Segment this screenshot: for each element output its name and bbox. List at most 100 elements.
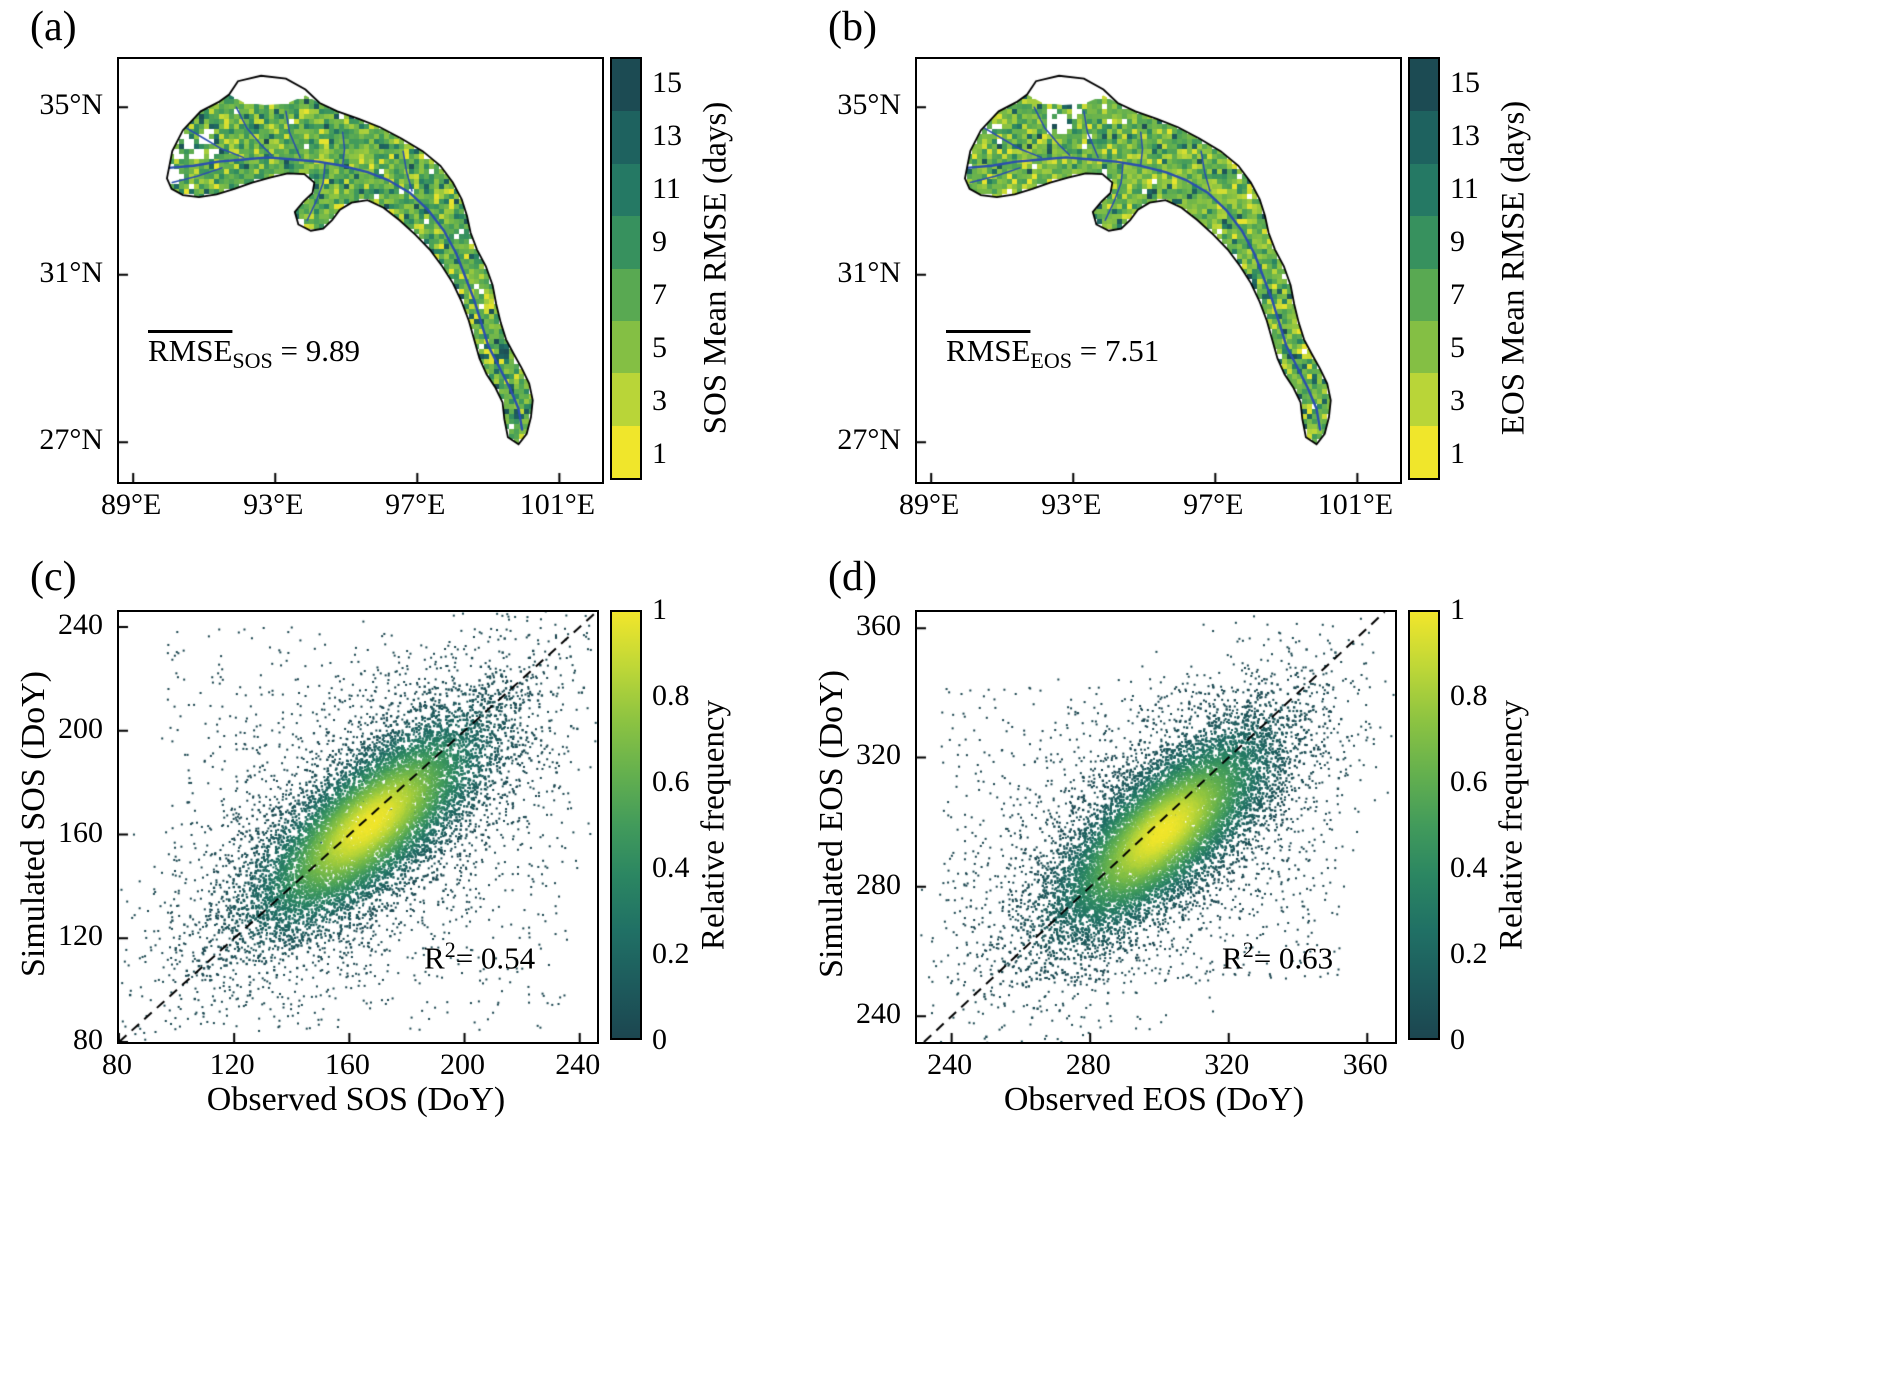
panel-d-x-tick-label: 360 xyxy=(1342,1048,1388,1081)
panel-c-x-tick-label: 240 xyxy=(555,1048,601,1081)
colorbar-band xyxy=(1410,59,1438,112)
panel-a-y-tick-label: 27°N xyxy=(39,423,103,457)
panel-a-colorbar xyxy=(610,57,642,480)
panel-b-colorbar-tick-label: 15 xyxy=(1450,66,1480,100)
panel-c-x-tick-label: 120 xyxy=(209,1048,255,1081)
panel-d-colorbar-tick-label: 0.2 xyxy=(1450,937,1488,970)
panel-c-x-axis-label: Observed SOS (DoY) xyxy=(206,1081,506,1118)
rmse-value: = 9.89 xyxy=(272,333,361,368)
panel-a-colorbar-title: SOS Mean RMSE (days) xyxy=(697,101,734,435)
panel-c-y-tick-label: 120 xyxy=(58,919,103,953)
colorbar-band xyxy=(1410,320,1438,374)
panel-d-colorbar-title: Relative frequency xyxy=(1493,699,1530,951)
panel-d-colorbar xyxy=(1408,610,1440,1040)
colorbar-band xyxy=(612,425,640,478)
panel-b-map-axes xyxy=(915,57,1402,484)
colorbar-band xyxy=(1410,373,1438,426)
panel-d-x-tick-label: 320 xyxy=(1204,1048,1250,1081)
panel-c-colorbar-tick-label: 0.4 xyxy=(652,851,690,884)
panel-a-mean-rmse-annotation: RMSESOS = 9.89 xyxy=(148,333,361,374)
colorbar-band xyxy=(612,216,640,269)
panel-d-colorbar-tick-label: 0.4 xyxy=(1450,851,1488,884)
panel-c-r2-annotation: R2= 0.54 xyxy=(424,937,536,976)
panel-b-colorbar-tick-label: 13 xyxy=(1450,119,1480,153)
colorbar-band xyxy=(612,268,640,321)
panel-b-colorbar-title: EOS Mean RMSE (days) xyxy=(1495,100,1532,436)
r2-value: = 0.54 xyxy=(455,940,536,976)
panel-a-y-tick-label: 35°N xyxy=(39,88,103,122)
panel-d-y-tick-label: 280 xyxy=(856,867,901,901)
panel-b-colorbar-tick-label: 1 xyxy=(1450,436,1465,470)
panel-b-x-tick-label: 97°E xyxy=(1183,488,1244,521)
panel-c-colorbar-tick-label: 0.6 xyxy=(652,765,690,798)
panel-c-colorbar-tick-label: 0 xyxy=(652,1023,667,1056)
panel-a-colorbar-tick-label: 7 xyxy=(652,277,667,311)
colorbar-band xyxy=(612,373,640,426)
colorbar-band xyxy=(1410,268,1438,321)
colorbar-band xyxy=(1410,425,1438,478)
panel-c-colorbar-tick-label: 0.8 xyxy=(652,679,690,712)
panel-a-y-tick-label: 31°N xyxy=(39,255,103,289)
panel-b-colorbar-tick-label: 5 xyxy=(1450,330,1465,364)
panel-a-map-axes xyxy=(117,57,604,484)
panel-a-colorbar-tick-label: 9 xyxy=(652,225,667,259)
colorbar-band xyxy=(1410,111,1438,164)
colorbar-band xyxy=(1410,216,1438,269)
r2-value: = 0.63 xyxy=(1253,940,1334,976)
panel-d-scatter-axes xyxy=(915,610,1397,1044)
panel-c-colorbar-tick-label: 1 xyxy=(652,593,667,626)
panel-c-colorbar-tick-label: 0.2 xyxy=(652,937,690,970)
panel-b-x-tick-label: 89°E xyxy=(899,488,960,521)
colorbar-band xyxy=(612,111,640,164)
panel-d-x-tick-label: 280 xyxy=(1065,1048,1111,1081)
panel-d-r2-annotation: R2= 0.63 xyxy=(1222,937,1334,976)
panel-b-mean-rmse-annotation: RMSEEOS = 7.51 xyxy=(946,333,1160,374)
panel-c-y-tick-label: 160 xyxy=(58,815,103,849)
panel-a-x-tick-label: 89°E xyxy=(101,488,162,521)
panel-a-map-canvas xyxy=(119,59,602,482)
panel-a-colorbar-tick-label: 5 xyxy=(652,330,667,364)
panel-c-y-tick-label: 240 xyxy=(58,608,103,642)
panel-b-x-tick-label: 93°E xyxy=(1041,488,1102,521)
panel-b-x-tick-label: 101°E xyxy=(1317,488,1394,521)
panel-b-colorbar xyxy=(1408,57,1440,480)
panel-d-y-tick-label: 320 xyxy=(856,738,901,772)
panel-c-x-tick-label: 200 xyxy=(440,1048,486,1081)
r2-exponent: 2 xyxy=(1242,937,1254,962)
panel-c-scatter-axes xyxy=(117,610,599,1044)
r2-base: R xyxy=(424,940,445,976)
panel-c-colorbar-title: Relative frequency xyxy=(695,699,732,951)
panel-b-label: (b) xyxy=(828,4,877,50)
panel-b-colorbar-tick-label: 3 xyxy=(1450,383,1465,417)
rmse-subscript: SOS xyxy=(232,348,273,374)
panel-d-label: (d) xyxy=(828,554,877,600)
panel-a-x-tick-label: 101°E xyxy=(519,488,596,521)
panel-d-colorbar-tick-label: 1 xyxy=(1450,593,1465,626)
rmse-overline-text: RMSE xyxy=(148,333,233,368)
rmse-overline-text: RMSE xyxy=(946,333,1031,368)
panel-a-colorbar-tick-label: 1 xyxy=(652,436,667,470)
panel-d-x-tick-label: 240 xyxy=(927,1048,973,1081)
panel-a-colorbar-tick-label: 3 xyxy=(652,383,667,417)
panel-a-label: (a) xyxy=(30,4,77,50)
panel-c-scatter-canvas xyxy=(119,612,597,1042)
panel-d-y-tick-label: 360 xyxy=(856,609,901,643)
panel-d-scatter-canvas xyxy=(917,612,1395,1042)
panel-a-x-tick-label: 93°E xyxy=(243,488,304,521)
panel-d-x-axis-label: Observed EOS (DoY) xyxy=(1003,1081,1305,1118)
panel-b-y-tick-label: 31°N xyxy=(837,255,901,289)
panel-d-y-tick-label: 240 xyxy=(856,997,901,1031)
panel-b-colorbar-tick-label: 11 xyxy=(1450,172,1479,206)
rmse-value: = 7.51 xyxy=(1071,333,1160,368)
panel-c-x-tick-label: 160 xyxy=(324,1048,370,1081)
colorbar-band xyxy=(612,59,640,112)
panel-d-colorbar-tick-label: 0.8 xyxy=(1450,679,1488,712)
panel-a-colorbar-tick-label: 11 xyxy=(652,172,681,206)
rmse-subscript: EOS xyxy=(1030,348,1072,374)
panel-c-y-tick-label: 80 xyxy=(73,1023,103,1056)
colorbar-band xyxy=(612,320,640,374)
panel-d-colorbar-tick-label: 0 xyxy=(1450,1023,1465,1056)
panel-b-y-tick-label: 35°N xyxy=(837,88,901,122)
panel-a-x-tick-label: 97°E xyxy=(385,488,446,521)
panel-b-colorbar-tick-label: 7 xyxy=(1450,277,1465,311)
